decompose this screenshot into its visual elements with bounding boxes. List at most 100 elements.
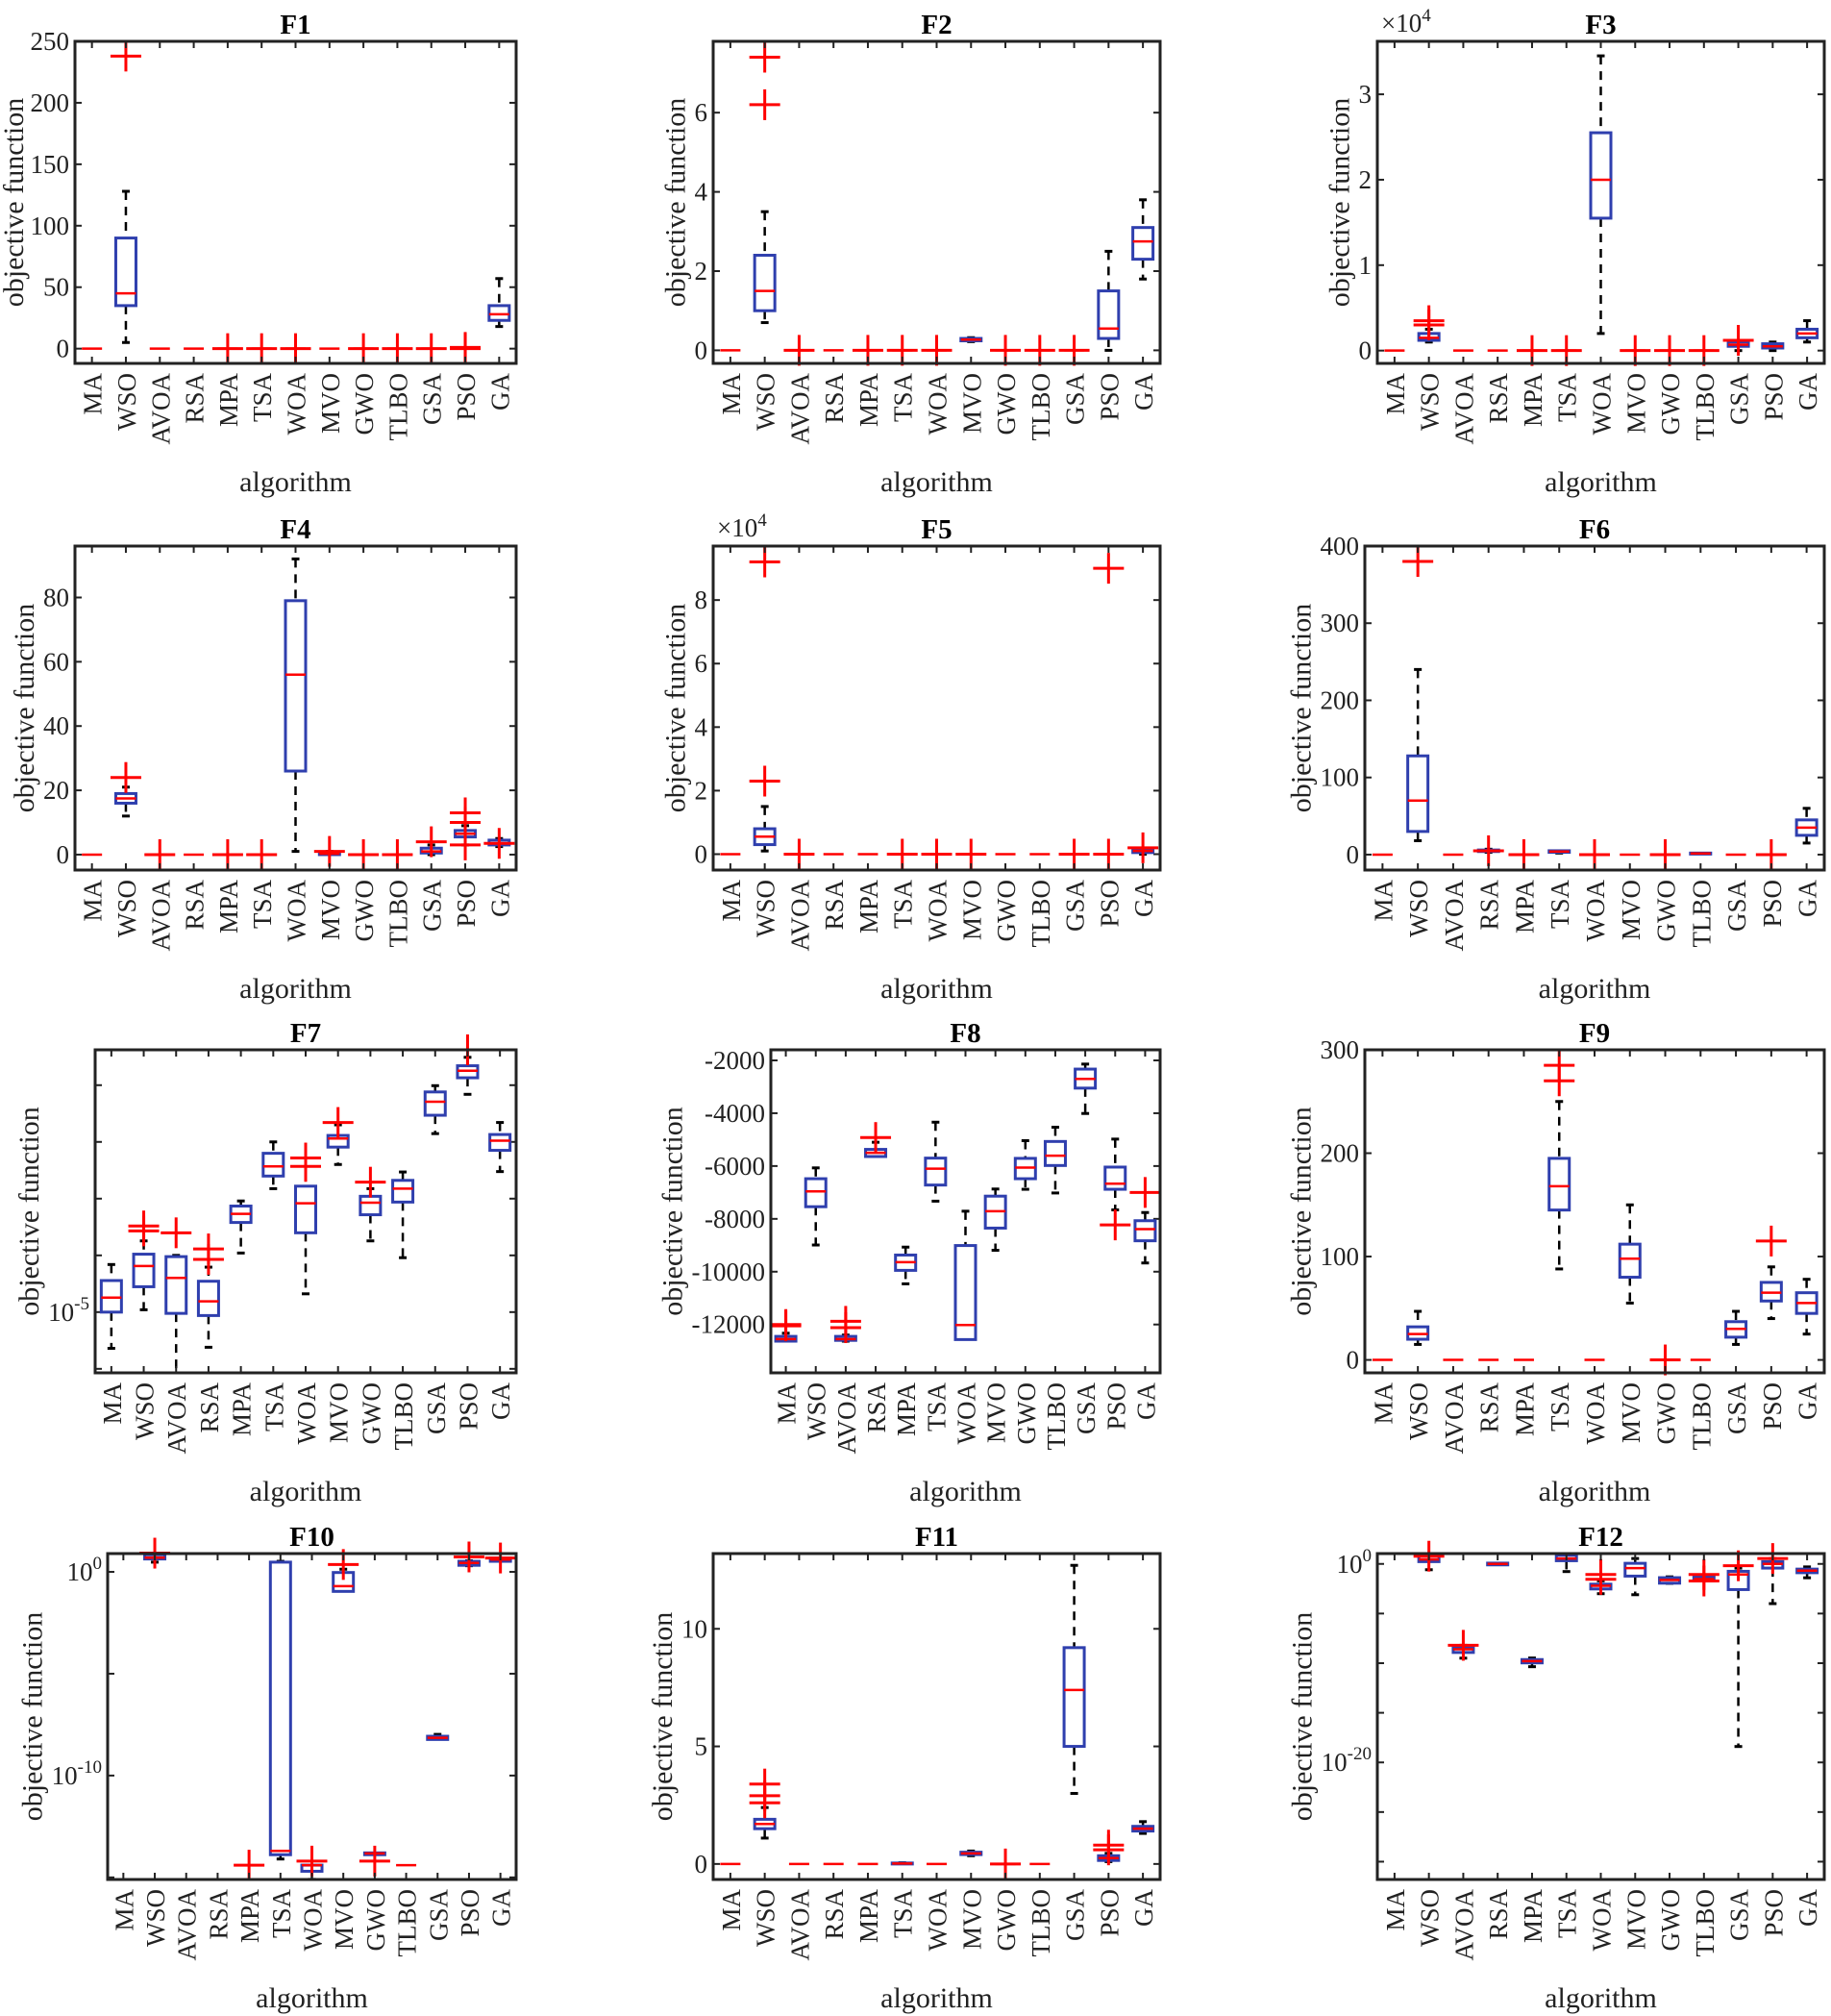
x-tick-label: AVOA [173, 1889, 202, 1961]
iqr-box [1062, 1646, 1086, 1749]
x-tick-label: GWO [357, 1382, 385, 1444]
outlier-marker [483, 828, 515, 859]
y-tick-label: 100 [31, 212, 70, 240]
axes-frame [1375, 39, 1826, 365]
x-tick-label: WOA [924, 373, 953, 436]
axes-frame [73, 544, 518, 872]
iqr-box [359, 1194, 383, 1217]
x-tick-label: MPA [214, 373, 243, 428]
outlier-marker [1447, 1630, 1479, 1661]
axes-frame [1375, 1552, 1826, 1881]
chart-title: F3 [1585, 10, 1616, 40]
iqr-box [1133, 1219, 1157, 1243]
box-rsa [860, 1122, 892, 1158]
y-tick-base: 10 [67, 1557, 93, 1586]
y-axis-label: objective function [1324, 98, 1356, 307]
iqr-box [1406, 754, 1430, 834]
y-tick-label: 400 [1321, 532, 1360, 560]
x-tick-label: GSA [1722, 880, 1751, 933]
y-tick-base: 10 [48, 1298, 74, 1327]
x-axis-label: algorithm [1539, 973, 1651, 1005]
iqr-box [953, 1244, 977, 1341]
iqr-box [488, 1132, 512, 1153]
axes-frame [769, 1048, 1162, 1375]
x-tick-label: RSA [820, 880, 849, 931]
y-tick-label: 80 [43, 583, 69, 611]
y-tick-label: 10-5 [48, 1294, 89, 1327]
x-tick-label: TSA [889, 1889, 918, 1939]
outlier-marker [192, 1243, 224, 1275]
outlier-marker [1100, 1209, 1131, 1241]
iqr-box [164, 1255, 188, 1315]
box-mvo [1623, 1556, 1647, 1597]
x-axis-label: algorithm [239, 466, 352, 498]
box-gwo [359, 1845, 390, 1877]
axes-frame [73, 39, 518, 365]
axes-frame [711, 1552, 1162, 1881]
y-exponent-power: 4 [757, 510, 767, 531]
subplot-f9: F9 objective function algorithm 0 100 200 300 M… [1286, 1018, 1826, 1507]
x-tick-label: TSA [889, 373, 918, 423]
x-axis-label: algorithm [239, 973, 352, 1005]
box-avoa [1447, 1630, 1479, 1661]
x-tick-label: TSA [1553, 1889, 1582, 1939]
box-gsa [1722, 325, 1754, 357]
x-tick-label: TLBO [393, 1889, 422, 1957]
x-tick-label: WOA [953, 1382, 981, 1445]
y-tick-label: 40 [43, 711, 69, 740]
chart-title: F6 [1579, 514, 1610, 545]
outlier-marker [1688, 1565, 1720, 1597]
x-tick-label: WOA [1588, 1889, 1617, 1952]
x-tick-label: WOA [299, 1889, 328, 1952]
subplot-f1: F1 objective function algorithm 0 50 100 150 20… [0, 10, 518, 498]
x-tick-label: GA [487, 1889, 516, 1927]
x-tick-label: MVO [1621, 373, 1650, 434]
y-tick-label: 300 [1321, 609, 1360, 637]
x-tick-label: MVO [330, 1889, 359, 1950]
x-tick-label: AVOA [1449, 373, 1478, 445]
y-exponent-base: ×10 [1381, 9, 1422, 37]
x-tick-label: GA [1129, 373, 1158, 411]
box-gwo [1658, 1575, 1682, 1585]
x-tick-label: RSA [181, 880, 210, 931]
x-tick-label: WOA [924, 1889, 953, 1952]
y-axis-label: objective function [657, 1107, 689, 1315]
box-gwo [1013, 1139, 1037, 1191]
x-tick-label: MPA [854, 1889, 883, 1944]
x-tick-label: TSA [267, 1889, 296, 1939]
outlier-marker [415, 826, 447, 858]
x-tick-label: TLBO [1042, 1382, 1071, 1451]
y-tick-label: 10-20 [1322, 1744, 1372, 1777]
x-tick-label: AVOA [1449, 1889, 1478, 1961]
y-axis-label: objective function [1286, 1107, 1318, 1315]
outlier-marker [161, 1217, 192, 1249]
x-tick-label: GSA [424, 1889, 453, 1942]
iqr-box [924, 1157, 948, 1187]
x-tick-label: WSO [752, 373, 780, 431]
x-tick-label: MPA [214, 880, 243, 934]
x-tick-label: PSO [1101, 1382, 1130, 1431]
x-tick-label: WSO [112, 880, 141, 937]
x-tick-label: TSA [1546, 1382, 1574, 1432]
x-tick-label: MPA [1519, 373, 1547, 428]
x-tick-label: MA [773, 1382, 802, 1425]
y-tick-label: 50 [43, 273, 69, 302]
box-gsa [415, 826, 447, 858]
axes-frame [106, 1552, 518, 1881]
x-tick-label: MA [1369, 880, 1398, 922]
x-tick-label: AVOA [146, 373, 175, 445]
outlier-marker [770, 1310, 802, 1342]
outlier-marker [1129, 1177, 1161, 1208]
box-gsa [426, 1732, 450, 1741]
box-wso [749, 1768, 780, 1840]
x-tick-label: WSO [112, 373, 141, 431]
chart-title: F4 [280, 514, 310, 545]
y-tick-label: 0 [1347, 1346, 1360, 1375]
x-tick-label: GA [1131, 1382, 1160, 1420]
x-tick-label: PSO [1758, 1382, 1787, 1431]
x-tick-label: TSA [1546, 880, 1574, 930]
iqr-box [113, 236, 137, 308]
outlier-marker [355, 1166, 386, 1198]
x-tick-label: WOA [283, 373, 311, 436]
x-tick-label: RSA [820, 373, 849, 424]
